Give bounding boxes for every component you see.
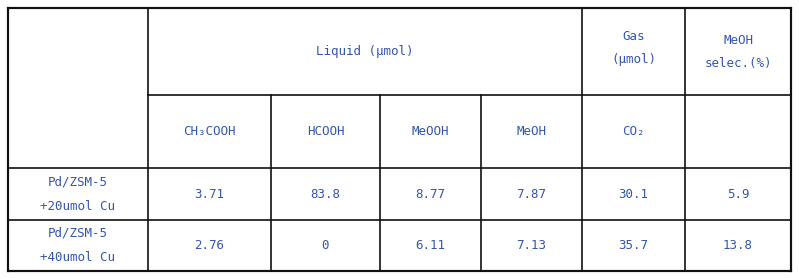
Text: 2.76: 2.76 — [194, 239, 225, 252]
Text: MeOH: MeOH — [723, 33, 753, 47]
Text: 6.11: 6.11 — [415, 239, 446, 252]
Text: MeOH: MeOH — [516, 125, 547, 138]
Text: CH₃COOH: CH₃COOH — [183, 125, 236, 138]
Text: 13.8: 13.8 — [723, 239, 753, 252]
Text: 83.8: 83.8 — [311, 187, 340, 201]
Text: 5.9: 5.9 — [727, 187, 749, 201]
Text: 0: 0 — [322, 239, 329, 252]
Text: 8.77: 8.77 — [415, 187, 446, 201]
Text: MeOOH: MeOOH — [411, 125, 449, 138]
Text: Pd/ZSM-5: Pd/ZSM-5 — [48, 175, 108, 189]
Text: CO₂: CO₂ — [622, 125, 645, 138]
Text: +20umol Cu: +20umol Cu — [41, 199, 116, 213]
Text: 7.87: 7.87 — [516, 187, 547, 201]
Text: 30.1: 30.1 — [618, 187, 649, 201]
Text: selec.(%): selec.(%) — [704, 57, 772, 71]
Text: Liquid (μmol): Liquid (μmol) — [316, 45, 414, 58]
Text: +40umol Cu: +40umol Cu — [41, 251, 116, 264]
Text: Pd/ZSM-5: Pd/ZSM-5 — [48, 227, 108, 240]
Text: Gas: Gas — [622, 30, 645, 42]
Text: 35.7: 35.7 — [618, 239, 649, 252]
Text: (μmol): (μmol) — [611, 54, 656, 66]
Text: 7.13: 7.13 — [516, 239, 547, 252]
Text: 3.71: 3.71 — [194, 187, 225, 201]
Text: HCOOH: HCOOH — [307, 125, 344, 138]
